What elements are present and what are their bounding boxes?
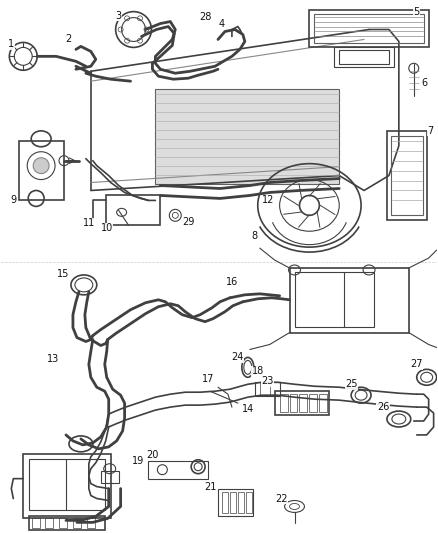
Bar <box>222 491 228 513</box>
Text: 2: 2 <box>65 35 71 44</box>
Bar <box>334 47 394 67</box>
Bar <box>339 51 389 64</box>
Text: 12: 12 <box>261 196 274 205</box>
Bar <box>300 394 307 412</box>
Bar <box>290 268 409 333</box>
Bar <box>279 394 288 412</box>
Bar <box>29 516 105 530</box>
Bar <box>246 491 252 513</box>
Text: 28: 28 <box>199 12 211 22</box>
Text: 19: 19 <box>132 456 145 466</box>
Ellipse shape <box>33 158 49 174</box>
Bar <box>148 461 208 479</box>
Text: 29: 29 <box>182 217 194 227</box>
Text: 21: 21 <box>204 482 216 491</box>
Bar <box>294 272 374 327</box>
Text: 14: 14 <box>242 404 254 414</box>
Bar <box>255 382 279 396</box>
Bar <box>387 131 427 220</box>
Bar <box>32 519 40 528</box>
Bar <box>106 196 160 225</box>
Bar <box>319 394 327 412</box>
Text: 5: 5 <box>413 6 420 17</box>
Bar <box>101 471 119 482</box>
Text: 1: 1 <box>8 39 14 50</box>
Text: 18: 18 <box>251 366 264 376</box>
Text: 15: 15 <box>57 269 69 279</box>
Bar <box>275 391 329 415</box>
Text: 27: 27 <box>410 359 423 369</box>
Text: 11: 11 <box>83 219 95 228</box>
Text: 25: 25 <box>345 379 357 389</box>
Bar <box>238 491 244 513</box>
Bar <box>59 519 67 528</box>
Bar <box>309 10 429 47</box>
Text: 3: 3 <box>116 11 122 21</box>
Text: 26: 26 <box>377 402 389 412</box>
Text: 13: 13 <box>47 354 59 365</box>
Bar <box>309 394 318 412</box>
Text: 7: 7 <box>427 126 434 136</box>
Text: 22: 22 <box>276 494 288 504</box>
Bar <box>290 394 297 412</box>
Bar <box>391 136 423 215</box>
Bar <box>29 459 105 511</box>
Text: 20: 20 <box>146 450 159 460</box>
Bar <box>314 14 424 43</box>
Bar <box>87 519 95 528</box>
Bar <box>45 519 53 528</box>
Bar <box>218 489 253 516</box>
Text: 17: 17 <box>202 374 214 384</box>
Bar <box>23 454 111 519</box>
Text: 10: 10 <box>101 223 113 233</box>
Bar <box>230 491 236 513</box>
Bar <box>73 519 81 528</box>
Text: 6: 6 <box>422 78 428 88</box>
Text: 8: 8 <box>252 231 258 241</box>
Text: 16: 16 <box>226 277 238 287</box>
Bar <box>19 141 64 200</box>
Text: 24: 24 <box>232 352 244 362</box>
Bar <box>155 89 339 183</box>
Text: 9: 9 <box>10 196 16 205</box>
Text: 4: 4 <box>219 19 225 29</box>
Text: 23: 23 <box>261 376 274 386</box>
